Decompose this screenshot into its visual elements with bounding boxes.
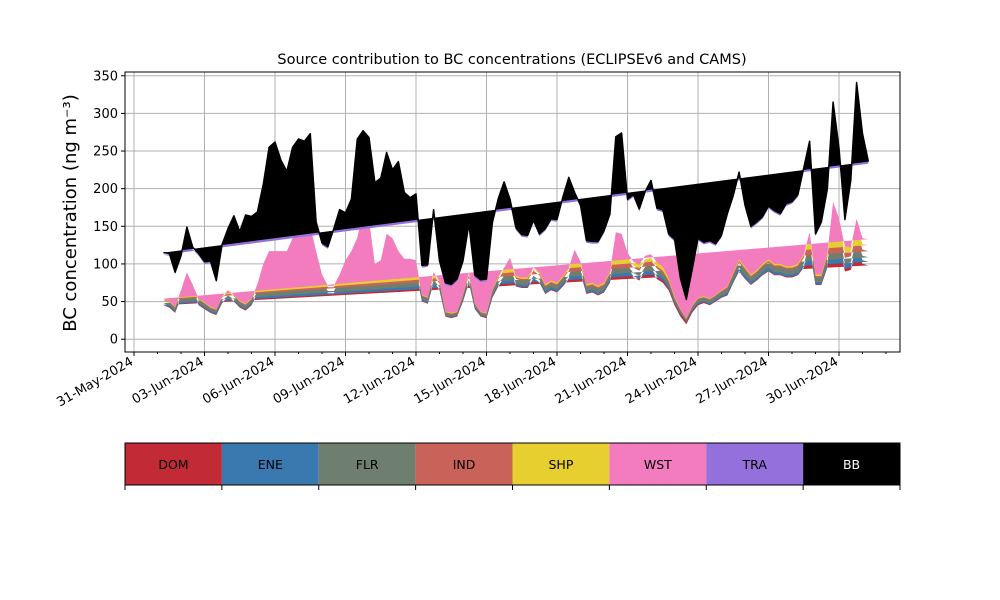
x-tick-label: 03-Jun-2024	[130, 354, 207, 407]
x-tick-label: 06-Jun-2024	[200, 354, 277, 407]
legend-label-flr: FLR	[356, 457, 379, 472]
x-tick-label: 21-Jun-2024	[553, 354, 630, 407]
area-series-wst	[163, 202, 869, 319]
legend-swatch-ind	[415, 443, 513, 485]
y-tick-label: 50	[101, 295, 118, 310]
x-tick-label: 12-Jun-2024	[341, 354, 418, 407]
y-tick-label: 300	[93, 107, 118, 122]
x-tick-label: 30-Jun-2024	[764, 354, 841, 407]
x-tick-label: 18-Jun-2024	[482, 354, 559, 407]
plot-area: 0 50 100 150 200 250 300 350 31-May-202403-Jun-2…	[54, 69, 901, 410]
y-tick-label: 250	[93, 145, 118, 160]
legend-swatch-wst	[609, 443, 707, 485]
y-tick-label: 350	[93, 69, 118, 84]
legend-label-ene: ENE	[258, 457, 283, 472]
x-tick-label: 31-May-2024	[54, 354, 136, 410]
y-axis-label: BC concentration (ng m⁻³)	[60, 94, 81, 332]
legend-label-ind: IND	[453, 457, 476, 472]
y-tick-label: 200	[93, 182, 118, 197]
x-tick-label: 15-Jun-2024	[412, 354, 489, 407]
legend-swatch-dom	[125, 443, 222, 485]
legend-swatch-shp	[512, 443, 610, 485]
legend-swatch-flr	[318, 443, 416, 485]
y-tick-label: 0	[110, 333, 118, 348]
legend-swatch-tra	[706, 443, 804, 485]
x-tick-label: 09-Jun-2024	[271, 354, 348, 407]
y-tick-label: 150	[93, 220, 118, 235]
legend-label-bb: BB	[843, 457, 860, 472]
x-tick-label: 27-Jun-2024	[694, 354, 771, 407]
area-series-bb	[163, 81, 870, 301]
legend-label-tra: TRA	[742, 457, 768, 472]
axes-frame	[124, 71, 901, 353]
legend-label-wst: WST	[644, 457, 672, 472]
y-tick-label: 100	[93, 257, 118, 272]
legend-colorbar: DOM ENE FLR IND SHP WST TRA BB	[124, 442, 901, 490]
x-tick-label: 24-Jun-2024	[623, 354, 700, 407]
chart-title: Source contribution to BC concentrations…	[277, 52, 746, 68]
legend-label-dom: DOM	[158, 457, 188, 472]
legend-swatch-bb	[803, 443, 900, 485]
legend-label-shp: SHP	[549, 457, 574, 472]
legend-swatch-ene	[221, 443, 319, 485]
